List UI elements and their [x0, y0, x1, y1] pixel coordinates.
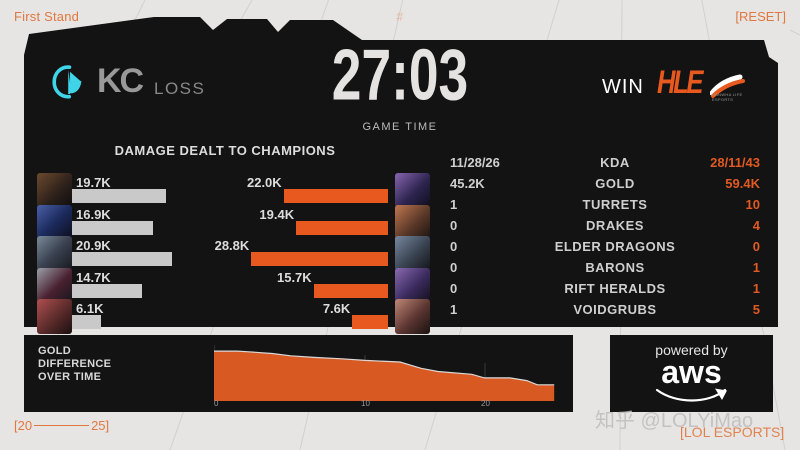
- svg-text:20: 20: [481, 399, 490, 408]
- svg-text:10: 10: [361, 399, 370, 408]
- svg-text:0: 0: [214, 399, 219, 408]
